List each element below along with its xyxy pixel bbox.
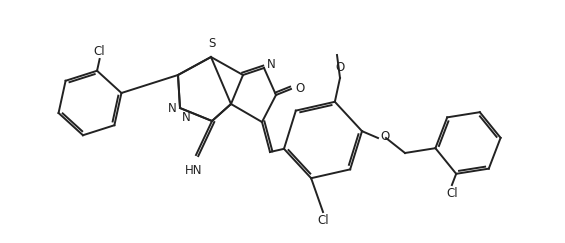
Text: N: N: [181, 112, 190, 124]
Text: O: O: [295, 83, 304, 95]
Text: Cl: Cl: [317, 214, 329, 227]
Text: O: O: [336, 61, 345, 74]
Text: O: O: [380, 130, 389, 142]
Text: Cl: Cl: [94, 45, 106, 58]
Text: N: N: [168, 102, 177, 114]
Text: S: S: [208, 37, 216, 50]
Text: Cl: Cl: [446, 187, 458, 200]
Text: N: N: [267, 59, 276, 71]
Text: HN: HN: [185, 164, 203, 177]
